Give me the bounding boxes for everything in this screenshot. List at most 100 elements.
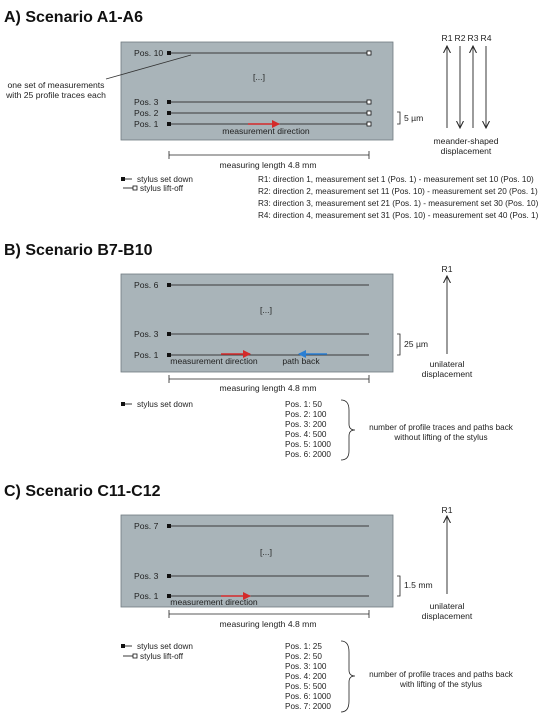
count-line: Pos. 3: 200 [285, 420, 327, 429]
legend-stylus-down-label: stylus set down [137, 400, 193, 409]
direction-label: R3 [468, 33, 479, 43]
legend-stylus-down [121, 177, 132, 181]
stylus-down-marker [167, 332, 171, 336]
measurement-direction-label: measurement direction [222, 126, 310, 136]
position-label: Pos. 1 [134, 591, 159, 601]
stylus-down-marker [167, 594, 171, 598]
scenario-b-title: B) Scenario B7-B10 [4, 242, 153, 259]
measurement-direction-label: measurement direction [170, 597, 258, 607]
count-line: Pos. 6: 1000 [285, 692, 331, 701]
legend-stylus-down [121, 644, 132, 648]
displacement-label-2: displacement [422, 369, 473, 379]
measurement-set-line: R3: direction 3, measurement set 21 (Pos… [258, 199, 539, 208]
stylus-down-marker [167, 111, 171, 115]
count-line: Pos. 2: 50 [285, 652, 322, 661]
measuring-length-dimension [168, 375, 370, 383]
legend-stylus-liftoff-label: stylus lift-off [140, 652, 184, 661]
stylus-liftoff-marker [366, 121, 372, 127]
path-back-label: path back [282, 356, 320, 366]
legend-stylus-liftoff [123, 653, 138, 659]
direction-label: R1 [442, 505, 453, 515]
spacing-label: 25 µm [404, 339, 428, 349]
stylus-down-marker [167, 122, 171, 126]
direction-label: R4 [481, 33, 492, 43]
measuring-length-label: measuring length 4.8 mm [220, 383, 317, 393]
count-line: Pos. 2: 100 [285, 410, 327, 419]
measuring-length-label: measuring length 4.8 mm [220, 619, 317, 629]
stylus-liftoff-marker [366, 99, 372, 105]
meander-displacement-arrows [447, 46, 486, 128]
measuring-length-dimension [168, 610, 370, 618]
count-line: Pos. 5: 500 [285, 682, 327, 691]
counts-note-2: without lifting of the stylus [393, 433, 487, 442]
displacement-label-1: meander-shaped [434, 136, 499, 146]
measuring-length-dimension [168, 151, 370, 159]
position-label: Pos. 3 [134, 97, 159, 107]
scenario-c-traces [167, 524, 369, 598]
legend-stylus-liftoff-label: stylus lift-off [140, 184, 184, 193]
ellipsis-label: [...] [260, 305, 272, 315]
scenario-b-sample-plate [120, 273, 394, 373]
count-line: Pos. 5: 1000 [285, 440, 331, 449]
scenario-c-sample-plate [120, 514, 394, 608]
curly-brace [340, 399, 356, 461]
position-label: Pos. 3 [134, 329, 159, 339]
position-label: Pos. 2 [134, 108, 159, 118]
displacement-label-2: displacement [422, 611, 473, 621]
displacement-label-2: displacement [441, 146, 492, 156]
legend-stylus-down [121, 402, 132, 406]
stylus-down-marker [167, 353, 171, 357]
position-label: Pos. 1 [134, 119, 159, 129]
stylus-down-marker [167, 574, 171, 578]
count-line: Pos. 1: 50 [285, 400, 322, 409]
ellipsis-label: [...] [260, 547, 272, 557]
stylus-down-marker [167, 100, 171, 104]
stylus-down-marker [167, 51, 171, 55]
displacement-label-1: unilateral [430, 601, 465, 611]
position-label: Pos. 6 [134, 280, 159, 290]
stylus-down-marker [167, 283, 171, 287]
curly-brace [340, 640, 356, 713]
count-line: Pos. 6: 2000 [285, 450, 331, 459]
measuring-length-label: measuring length 4.8 mm [220, 160, 317, 170]
legend-stylus-down-label: stylus set down [137, 175, 193, 184]
position-label: Pos. 3 [134, 571, 159, 581]
direction-label: R1 [442, 33, 453, 43]
position-label: Pos. 10 [134, 48, 163, 58]
spacing-label: 5 µm [404, 113, 423, 123]
displacement-label-1: unilateral [430, 359, 465, 369]
counts-note-2: with lifting of the stylus [399, 680, 482, 689]
position-label: Pos. 7 [134, 521, 159, 531]
scenario-a-title: A) Scenario A1-A6 [4, 9, 143, 26]
count-line: Pos. 7: 2000 [285, 702, 331, 711]
spacing-label: 1.5 mm [404, 580, 433, 590]
counts-note-1: number of profile traces and paths back [369, 423, 514, 432]
stylus-liftoff-marker [366, 50, 372, 56]
scenario-c-title: C) Scenario C11-C12 [4, 483, 161, 500]
scenario-b-counts: Pos. 1: 50 Pos. 2: 100 Pos. 3: 200 Pos. … [285, 400, 331, 459]
count-line: Pos. 4: 200 [285, 672, 327, 681]
scenario-a-traces [167, 50, 372, 127]
ellipsis-label: [...] [253, 72, 265, 82]
annotation-pointer [105, 54, 192, 80]
stylus-liftoff-marker [366, 110, 372, 116]
scenario-c-counts: Pos. 1: 25 Pos. 2: 50 Pos. 3: 100 Pos. 4… [285, 642, 331, 711]
scenario-b-traces [167, 283, 369, 357]
spacing-bracket [397, 575, 401, 597]
stylus-down-marker [167, 524, 171, 528]
position-label: Pos. 1 [134, 350, 159, 360]
spacing-bracket [397, 333, 401, 356]
counts-note-1: number of profile traces and paths back [369, 670, 514, 679]
measurement-set-line: R1: direction 1, measurement set 1 (Pos.… [258, 175, 534, 184]
count-line: Pos. 3: 100 [285, 662, 327, 671]
measurement-set-line: R4: direction 4, measurement set 31 (Pos… [258, 211, 539, 220]
count-line: Pos. 4: 500 [285, 430, 327, 439]
legend-stylus-down-label: stylus set down [137, 642, 193, 651]
spacing-bracket [397, 111, 401, 125]
measurement-set-line: R2: direction 2, measurement set 11 (Pos… [258, 187, 538, 196]
count-line: Pos. 1: 25 [285, 642, 322, 651]
legend-stylus-liftoff [123, 185, 138, 191]
measurement-direction-label: measurement direction [170, 356, 258, 366]
annotation-line-2: with 25 profile traces each [5, 90, 106, 100]
direction-label: R2 [455, 33, 466, 43]
